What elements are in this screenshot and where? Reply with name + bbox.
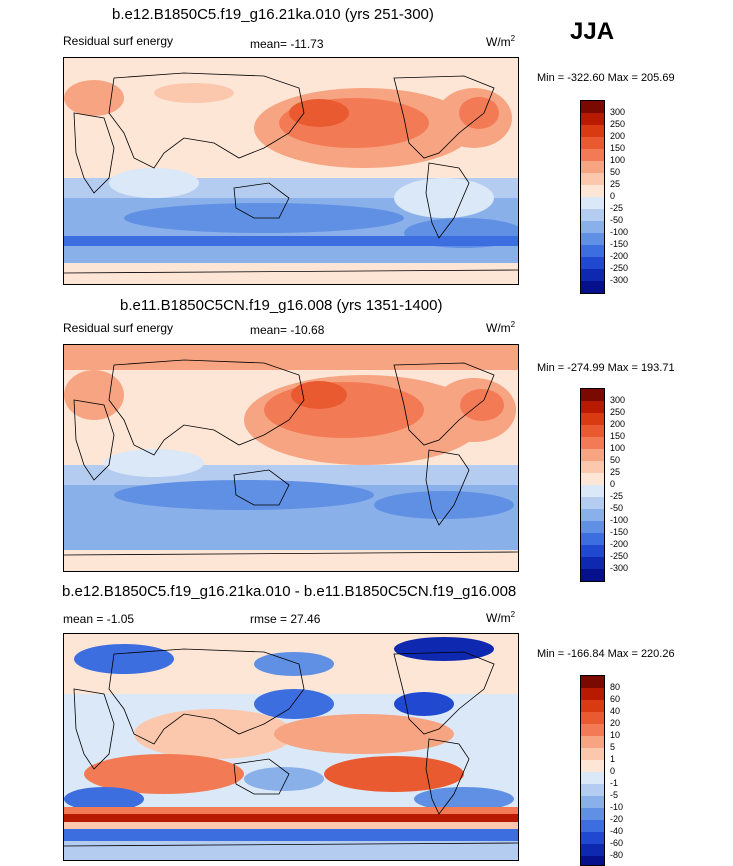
panel-2-colorbar-tick: -50 — [610, 503, 624, 513]
panel-2-colorbar-tick: -150 — [610, 527, 629, 537]
panel-3-colorbar-tick: 0 — [610, 766, 616, 776]
panel-2-mean: mean= -10.68 — [250, 323, 325, 337]
panel-2-colorbar — [580, 388, 605, 582]
panel-1-colorbar-tick: 50 — [610, 167, 621, 177]
panel-3-mean: mean = -1.05 — [63, 612, 135, 626]
panel-2-colorbar-tick: 50 — [610, 455, 621, 465]
panel-3-colorbar-tick: 40 — [610, 706, 621, 716]
panel-1-colorbar-tick: 25 — [610, 179, 621, 189]
panel-2-map — [63, 344, 519, 572]
panel-2-colorbar-tick: -300 — [610, 563, 629, 573]
panel-2-title: b.e11.B1850C5CN.f19_g16.008 (yrs 1351-14… — [120, 297, 443, 314]
panel-2-units: W/m2 — [486, 320, 516, 335]
panel-3-colorbar-tick: 20 — [610, 718, 621, 728]
panel-3-colorbar — [580, 675, 605, 866]
panel-1-units: W/m2 — [486, 34, 516, 49]
panel-1-colorbar-tick: 200 — [610, 131, 626, 141]
panel-2-colorbar-tick: 200 — [610, 419, 626, 429]
panel-3-colorbar-tick: -40 — [610, 826, 624, 836]
panel-3-rmse: rmse = 27.46 — [250, 612, 321, 626]
panel-1-map — [63, 57, 519, 285]
panel-2-colorbar-tick: 0 — [610, 479, 616, 489]
panel-3-units: W/m2 — [486, 610, 516, 625]
panel-3-colorbar-tick: -20 — [610, 814, 624, 824]
panel-3-colorbar-tick: -80 — [610, 850, 624, 860]
panel-2-minmax: Min = -274.99 Max = 193.71 — [537, 362, 675, 374]
panel-1-colorbar-tick: -25 — [610, 203, 624, 213]
panel-2-colorbar-tick: 25 — [610, 467, 621, 477]
panel-1-colorbar-tick: 0 — [610, 191, 616, 201]
panel-3-colorbar-tick: -1 — [610, 778, 619, 788]
panel-1-colorbar-tick: -300 — [610, 275, 629, 285]
panel-2-variable: Residual surf energy — [63, 321, 174, 335]
panel-3-title: b.e12.B1850C5.f19_g16.21ka.010 - b.e11.B… — [62, 583, 517, 600]
panel-1-mean: mean= -11.73 — [250, 37, 324, 51]
panel-2-colorbar-tick: -25 — [610, 491, 624, 501]
panel-3-colorbar-tick: 10 — [610, 730, 621, 740]
panel-1-colorbar-tick: -50 — [610, 215, 624, 225]
panel-1-minmax: Min = -322.60 Max = 205.69 — [537, 72, 675, 84]
panel-1-colorbar — [580, 100, 605, 294]
panel-3-colorbar-tick: 1 — [610, 754, 616, 764]
panel-1-colorbar-tick: 300 — [610, 107, 626, 117]
panel-3-colorbar-tick: 60 — [610, 694, 621, 704]
panel-2-colorbar-tick: 100 — [610, 443, 626, 453]
panel-1-colorbar-tick: -150 — [610, 239, 629, 249]
panel-1-colorbar-tick: 250 — [610, 119, 626, 129]
panel-1-colorbar-tick: 150 — [610, 143, 626, 153]
panel-1-variable: Residual surf energy — [63, 34, 174, 48]
panel-3-colorbar-tick: -10 — [610, 802, 624, 812]
panel-3-colorbar-tick: 80 — [610, 682, 621, 692]
panel-1-colorbar-tick: -100 — [610, 227, 629, 237]
panel-3-colorbar-tick: -5 — [610, 790, 619, 800]
panel-1-colorbar-tick: -200 — [610, 251, 629, 261]
panel-3-map — [63, 633, 519, 861]
panel-3-colorbar-tick: 5 — [610, 742, 616, 752]
panel-1-colorbar-tick: 100 — [610, 155, 626, 165]
panel-2-colorbar-tick: -200 — [610, 539, 629, 549]
season-label: JJA — [570, 18, 615, 45]
panel-2-colorbar-tick: -250 — [610, 551, 629, 561]
panel-2-colorbar-tick: 300 — [610, 395, 626, 405]
panel-2-colorbar-tick: 150 — [610, 431, 626, 441]
panel-1-title: b.e12.B1850C5.f19_g16.21ka.010 (yrs 251-… — [112, 6, 434, 23]
panel-3-minmax: Min = -166.84 Max = 220.26 — [537, 648, 675, 660]
panel-2-colorbar-tick: -100 — [610, 515, 629, 525]
panel-3-colorbar-tick: -60 — [610, 838, 624, 848]
panel-1-colorbar-tick: -250 — [610, 263, 629, 273]
panel-2-colorbar-tick: 250 — [610, 407, 626, 417]
